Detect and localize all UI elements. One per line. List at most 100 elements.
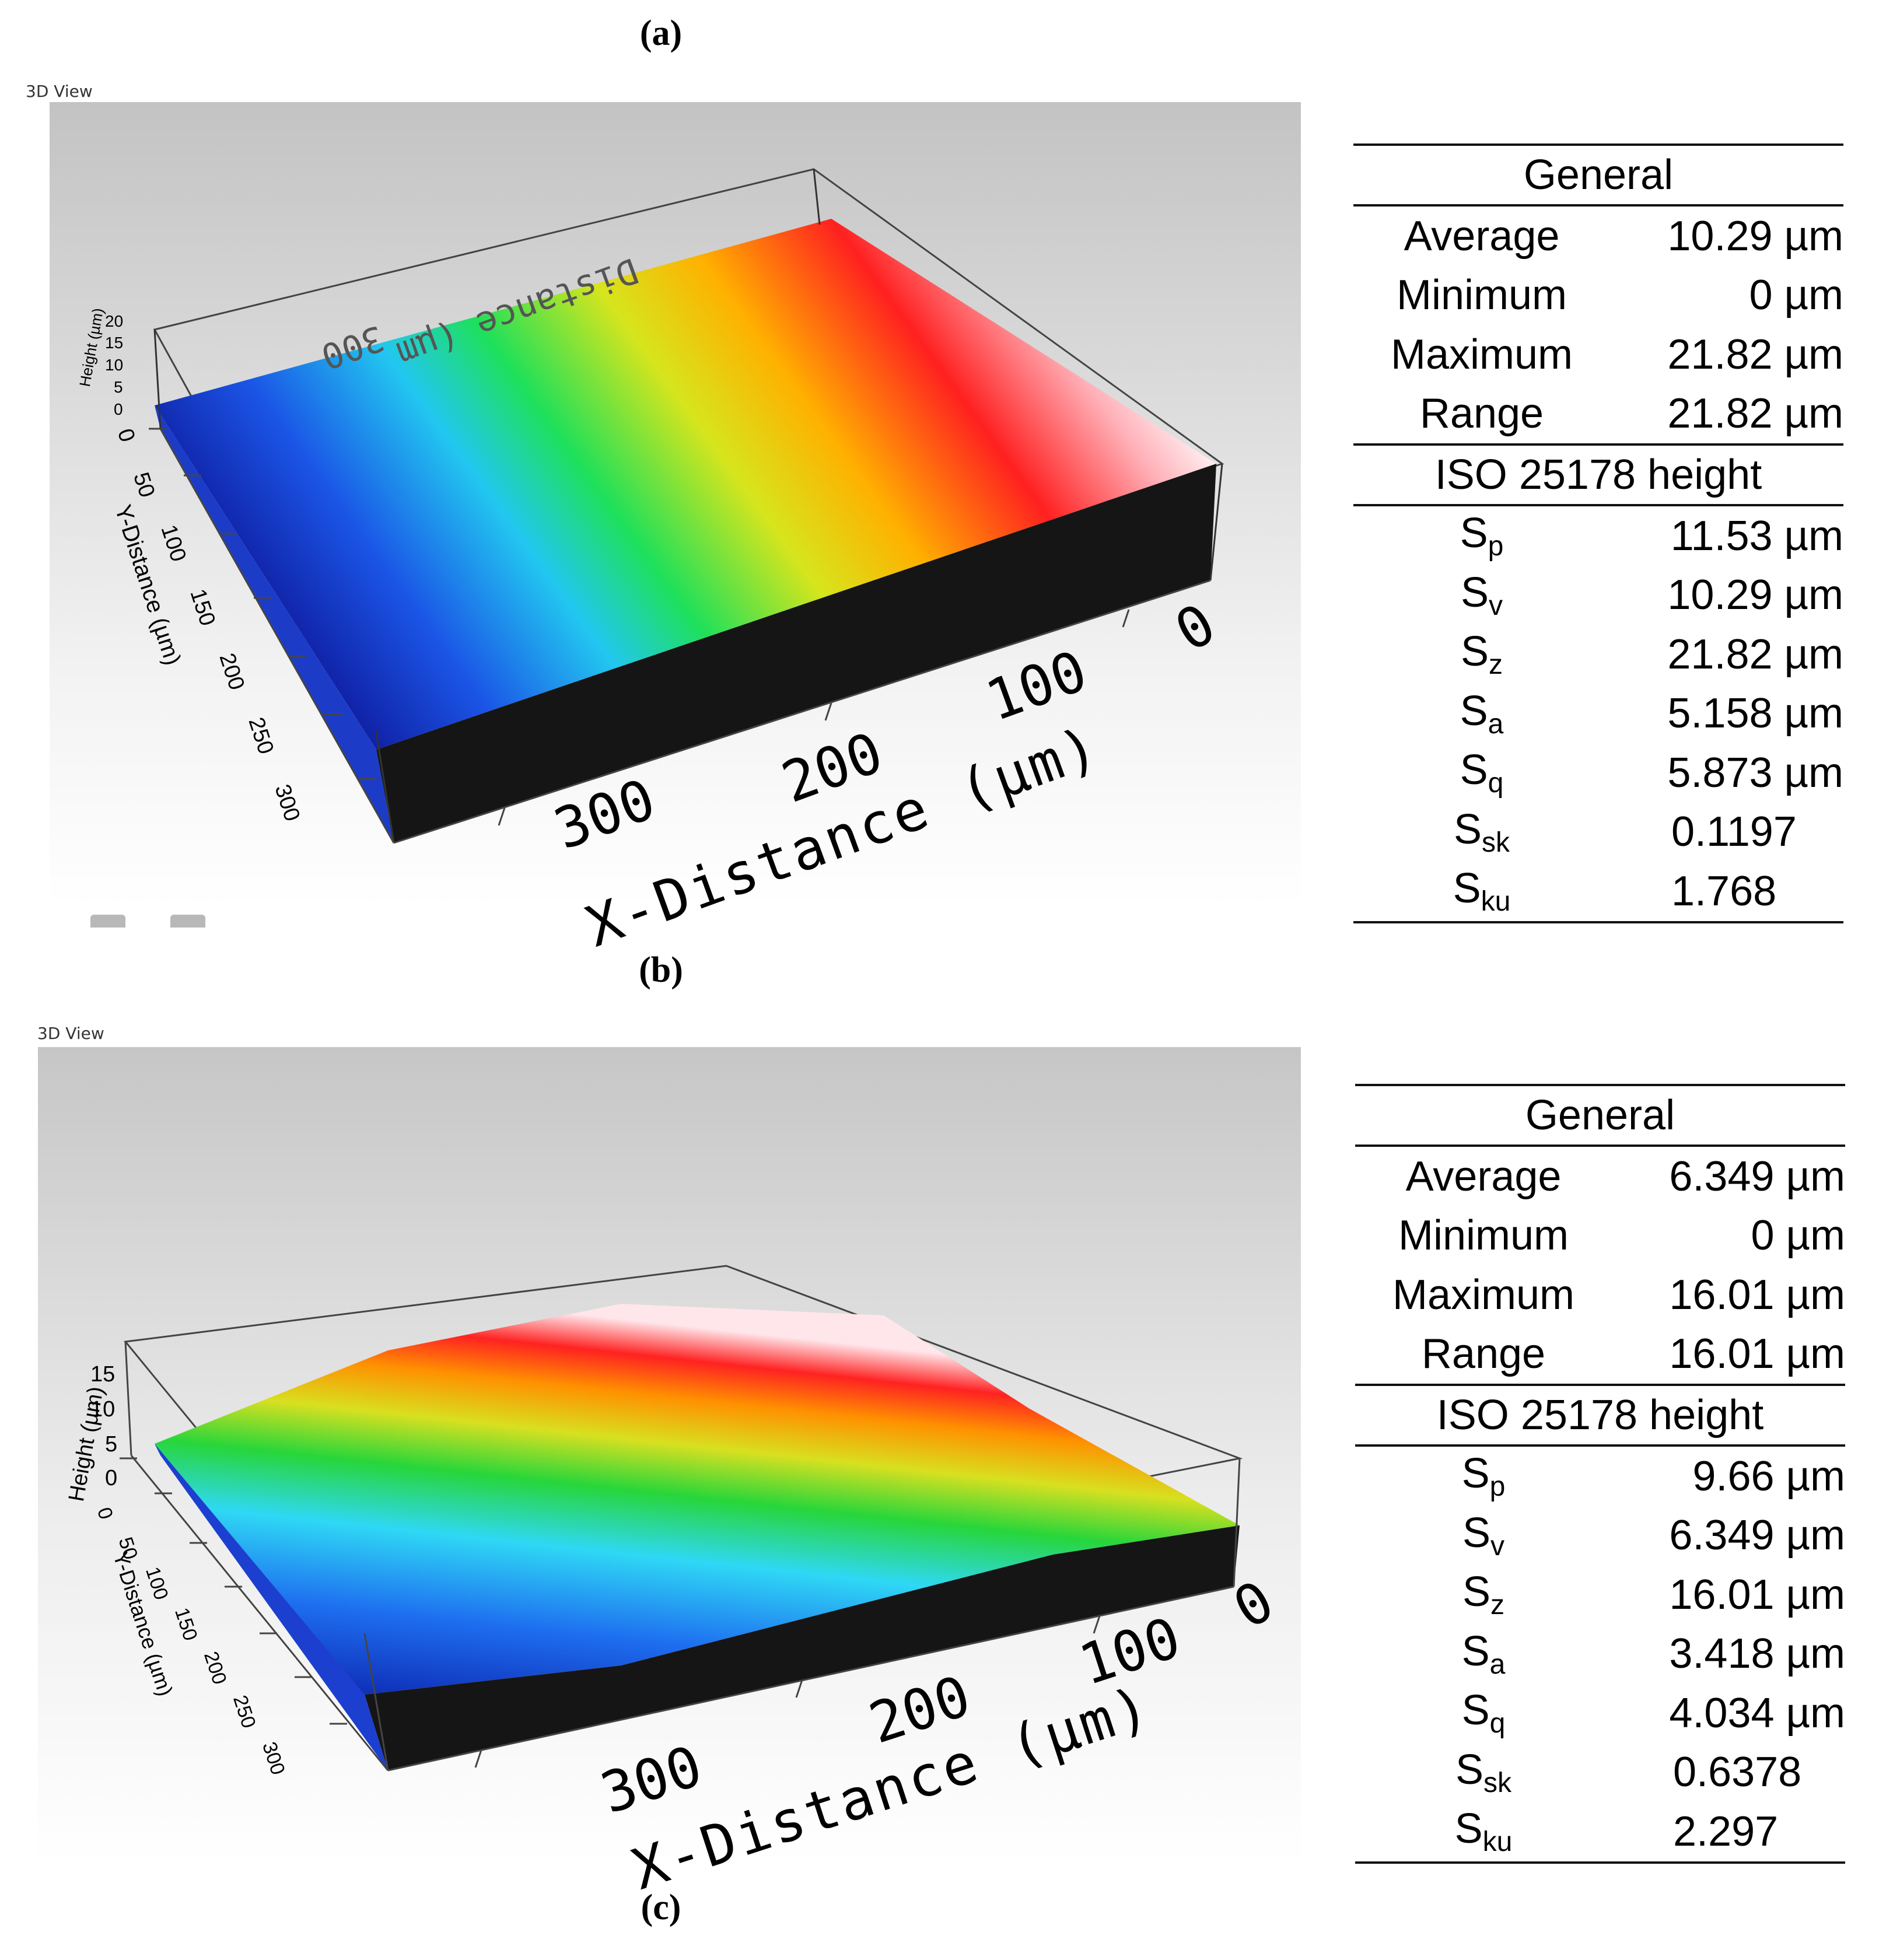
- viewer-canvas-a[interactable]: [50, 102, 1301, 907]
- iso-value: 0.1197: [1671, 808, 1797, 856]
- iso-row-b-sq: Sq 4.034 µm: [1355, 1684, 1845, 1743]
- iso-value: 1.768: [1671, 867, 1777, 915]
- rule: [1353, 204, 1843, 206]
- height-tick-b-3: 0: [105, 1466, 118, 1490]
- stat-label: Maximum: [1392, 1271, 1574, 1318]
- iso-row-b-sp: Sp 9.66 µm: [1355, 1447, 1845, 1506]
- stat-value: 6.349 µm: [1669, 1153, 1845, 1200]
- iso-symbol: Ssk: [1455, 1746, 1512, 1798]
- general-heading-b: General: [1525, 1092, 1675, 1139]
- stat-label: Minimum: [1396, 272, 1567, 319]
- iso-value: 21.82 µm: [1667, 631, 1843, 678]
- height-tick-a-1: 15: [105, 334, 124, 352]
- view-control-icon-a-1[interactable]: [90, 915, 125, 928]
- rule: [1353, 443, 1843, 446]
- viewer-title-a: 3D View: [26, 82, 93, 101]
- surface-b: [155, 1304, 1240, 1695]
- stat-label: Maximum: [1390, 331, 1573, 378]
- rule: [1355, 1444, 1845, 1447]
- rule: [1353, 504, 1843, 506]
- rule: [1355, 1144, 1845, 1147]
- iso-symbol: Sz: [1462, 1569, 1505, 1621]
- stats-table-b: General Average 6.349 µm Minimum 0 µm Ma…: [1355, 1084, 1845, 1864]
- height-tick-b-2: 5: [105, 1432, 118, 1457]
- stat-value: 16.01 µm: [1669, 1271, 1845, 1318]
- stats-table-a: General Average 10.29 µm Minimum 0 µm Ma…: [1353, 144, 1843, 923]
- stat-value: 21.82 µm: [1667, 390, 1843, 438]
- stat-row-a-average: Average 10.29 µm: [1353, 206, 1843, 266]
- height-tick-a-3: 5: [114, 378, 123, 396]
- iso-row-a-sq: Sq 5.873 µm: [1353, 743, 1843, 803]
- general-heading-a: General: [1523, 152, 1674, 198]
- stat-value: 10.29 µm: [1667, 212, 1843, 260]
- iso-symbol: Sa: [1461, 1628, 1506, 1680]
- viewer-canvas-b[interactable]: [38, 1047, 1301, 1864]
- stat-row-b-range: Range 16.01 µm: [1355, 1325, 1845, 1384]
- iso-heading-b: ISO 25178 height: [1436, 1392, 1764, 1438]
- stat-label: Average: [1404, 212, 1560, 260]
- iso-row-a-ssk: Ssk 0.1197: [1353, 803, 1843, 862]
- stat-value: 0 µm: [1749, 272, 1843, 319]
- height-tick-b-1: 10: [90, 1397, 116, 1422]
- surface-a: [155, 219, 1216, 750]
- iso-row-a-sv: Sv 10.29 µm: [1353, 566, 1843, 625]
- caption-b: (b): [639, 950, 683, 990]
- left-wall-a: [155, 405, 394, 843]
- stat-row-b-maximum: Maximum 16.01 µm: [1355, 1265, 1845, 1325]
- iso-symbol: Sv: [1462, 1509, 1505, 1562]
- iso-row-a-sp: Sp 11.53 µm: [1353, 506, 1843, 566]
- iso-symbol: Sku: [1453, 865, 1511, 918]
- stat-label: Range: [1421, 1331, 1546, 1378]
- stat-row-a-range: Range 21.82 µm: [1353, 384, 1843, 444]
- stat-label: Minimum: [1398, 1212, 1569, 1259]
- caption-c: (c): [641, 1888, 681, 1927]
- iso-symbol: Sq: [1460, 747, 1504, 799]
- iso-value: 5.158 µm: [1667, 690, 1843, 737]
- iso-row-b-sz: Sz 16.01 µm: [1355, 1565, 1845, 1625]
- iso-value: 9.66 µm: [1692, 1452, 1845, 1500]
- iso-value: 10.29 µm: [1667, 572, 1843, 619]
- viewer-title-b: 3D View: [37, 1024, 104, 1043]
- height-tick-a-4: 0: [114, 400, 123, 418]
- stat-row-b-minimum: Minimum 0 µm: [1355, 1206, 1845, 1266]
- stat-label: Average: [1405, 1153, 1562, 1200]
- rule: [1355, 1861, 1845, 1864]
- iso-value: 5.873 µm: [1667, 749, 1843, 796]
- iso-symbol: Sp: [1461, 1450, 1506, 1503]
- left-wall-b: [155, 1444, 388, 1770]
- iso-symbol: Sq: [1461, 1687, 1506, 1740]
- iso-value: 4.034 µm: [1669, 1689, 1845, 1737]
- iso-row-a-sa: Sa 5.158 µm: [1353, 684, 1843, 744]
- stat-row-a-minimum: Minimum 0 µm: [1353, 266, 1843, 326]
- iso-row-b-sku: Sku 2.297: [1355, 1802, 1845, 1861]
- rule: [1355, 1084, 1845, 1086]
- iso-row-b-sa: Sa 3.418 µm: [1355, 1625, 1845, 1684]
- viewer-b[interactable]: 3D View: [29, 1024, 1301, 1903]
- iso-symbol: Sz: [1460, 628, 1503, 681]
- viewer-a[interactable]: 3D View: [18, 82, 1301, 960]
- height-tick-b-0: 15: [90, 1362, 116, 1387]
- stat-row-a-maximum: Maximum 21.82 µm: [1353, 325, 1843, 384]
- iso-symbol: Ssk: [1453, 806, 1510, 858]
- iso-symbol: Sv: [1460, 569, 1503, 621]
- iso-symbol: Sp: [1460, 510, 1504, 562]
- stat-value: 21.82 µm: [1667, 331, 1843, 378]
- iso-heading-a: ISO 25178 height: [1434, 452, 1762, 498]
- stat-value: 0 µm: [1751, 1212, 1845, 1259]
- iso-row-a-sku: Sku 1.768: [1353, 862, 1843, 921]
- height-tick-a-0: 20: [105, 312, 124, 330]
- iso-row-b-sv: Sv 6.349 µm: [1355, 1506, 1845, 1566]
- height-tick-a-2: 10: [105, 356, 124, 374]
- iso-value: 2.297: [1673, 1808, 1779, 1855]
- view-control-icon-a-2[interactable]: [170, 915, 205, 928]
- iso-row-a-sz: Sz 21.82 µm: [1353, 625, 1843, 684]
- caption-a: (a): [639, 13, 683, 53]
- rule: [1353, 921, 1843, 923]
- iso-value: 0.6378: [1673, 1749, 1802, 1796]
- iso-value: 3.418 µm: [1669, 1630, 1845, 1678]
- stat-label: Range: [1419, 390, 1544, 438]
- rule: [1355, 1384, 1845, 1386]
- stat-row-b-average: Average 6.349 µm: [1355, 1147, 1845, 1206]
- rule: [1353, 144, 1843, 146]
- iso-value: 6.349 µm: [1669, 1512, 1845, 1559]
